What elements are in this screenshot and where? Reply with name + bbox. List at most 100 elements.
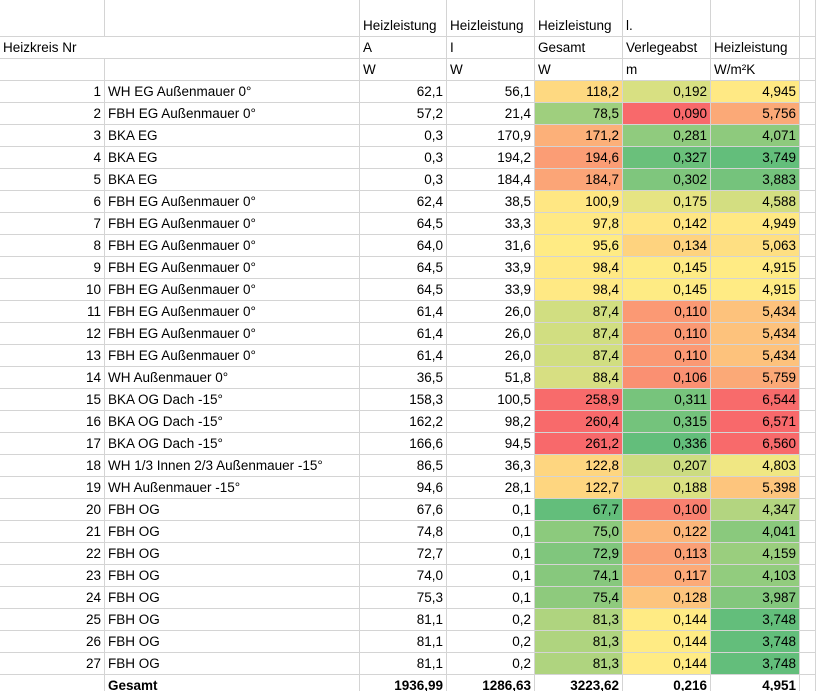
value-cell: 0,145 [623, 257, 711, 279]
value-cell: 0,110 [623, 345, 711, 367]
value-cell: 26,0 [447, 301, 535, 323]
circuit-name: FBH OG [105, 609, 360, 631]
header-cell [105, 0, 360, 37]
value-cell: 0,142 [623, 213, 711, 235]
value-cell: 74,0 [360, 565, 447, 587]
circuit-name: WH Außenmauer -15° [105, 477, 360, 499]
value-cell: 0,1 [447, 565, 535, 587]
value-cell: 64,5 [360, 213, 447, 235]
value-cell: 94,6 [360, 477, 447, 499]
value-cell: 0,110 [623, 301, 711, 323]
value-cell: 64,5 [360, 279, 447, 301]
empty-cell [800, 587, 816, 609]
value-cell: 36,3 [447, 455, 535, 477]
row-number: 27 [0, 653, 105, 675]
value-cell: 87,4 [535, 345, 623, 367]
value-cell: 162,2 [360, 411, 447, 433]
row-number: 25 [0, 609, 105, 631]
value-cell: 6,560 [711, 433, 800, 455]
header-cell: W/m²K [711, 59, 800, 81]
value-cell: 26,0 [447, 323, 535, 345]
value-cell: 5,063 [711, 235, 800, 257]
empty-cell [800, 653, 816, 675]
row-number: 18 [0, 455, 105, 477]
row-number: 21 [0, 521, 105, 543]
value-cell: 5,434 [711, 301, 800, 323]
value-cell: 0,3 [360, 147, 447, 169]
circuit-name: FBH EG Außenmauer 0° [105, 235, 360, 257]
header-cell [800, 0, 816, 37]
value-cell: 33,9 [447, 279, 535, 301]
value-cell: 62,1 [360, 81, 447, 103]
header-cell: Heizleistung [711, 37, 800, 59]
circuit-name: FBH EG Außenmauer 0° [105, 257, 360, 279]
empty-cell [800, 631, 816, 653]
value-cell: 98,4 [535, 257, 623, 279]
empty-cell [800, 213, 816, 235]
value-cell: 170,9 [447, 125, 535, 147]
empty-cell [800, 367, 816, 389]
header-cell: Gesamt [535, 37, 623, 59]
value-cell: 4,103 [711, 565, 800, 587]
value-cell: 3,748 [711, 609, 800, 631]
header-cell: l. [623, 0, 711, 37]
value-cell: 61,4 [360, 345, 447, 367]
row-number: 3 [0, 125, 105, 147]
value-cell: 0,113 [623, 543, 711, 565]
value-cell: 4,949 [711, 213, 800, 235]
total-value: 3223,62 [535, 675, 623, 691]
circuit-name: FBH OG [105, 565, 360, 587]
empty-cell [0, 675, 105, 691]
total-value: 1286,63 [447, 675, 535, 691]
circuit-name: FBH EG Außenmauer 0° [105, 301, 360, 323]
circuit-name: BKA OG Dach -15° [105, 433, 360, 455]
circuit-name: WH EG Außenmauer 0° [105, 81, 360, 103]
header-cell: Heizkreis Nr [0, 37, 105, 59]
value-cell: 75,0 [535, 521, 623, 543]
total-value: 1936,99 [360, 675, 447, 691]
value-cell: 67,7 [535, 499, 623, 521]
value-cell: 5,398 [711, 477, 800, 499]
circuit-name: FBH EG Außenmauer 0° [105, 323, 360, 345]
value-cell: 0,311 [623, 389, 711, 411]
header-cell: A [360, 37, 447, 59]
row-number: 1 [0, 81, 105, 103]
header-cell: W [360, 59, 447, 81]
row-number: 8 [0, 235, 105, 257]
header-cell [105, 59, 360, 81]
header-cell [105, 37, 360, 59]
value-cell: 0,315 [623, 411, 711, 433]
row-number: 4 [0, 147, 105, 169]
value-cell: 3,987 [711, 587, 800, 609]
value-cell: 0,2 [447, 653, 535, 675]
circuit-name: FBH OG [105, 521, 360, 543]
value-cell: 5,434 [711, 345, 800, 367]
total-label: Gesamt [105, 675, 360, 691]
circuit-name: FBH EG Außenmauer 0° [105, 191, 360, 213]
circuit-name: FBH EG Außenmauer 0° [105, 213, 360, 235]
value-cell: 75,4 [535, 587, 623, 609]
header-cell: Verlegeabst [623, 37, 711, 59]
row-number: 2 [0, 103, 105, 125]
row-number: 20 [0, 499, 105, 521]
value-cell: 0,281 [623, 125, 711, 147]
value-cell: 3,749 [711, 147, 800, 169]
row-number: 24 [0, 587, 105, 609]
empty-cell [800, 543, 816, 565]
value-cell: 0,144 [623, 631, 711, 653]
value-cell: 184,7 [535, 169, 623, 191]
circuit-name: FBH OG [105, 631, 360, 653]
value-cell: 118,2 [535, 81, 623, 103]
value-cell: 194,6 [535, 147, 623, 169]
value-cell: 6,544 [711, 389, 800, 411]
value-cell: 81,3 [535, 631, 623, 653]
value-cell: 4,347 [711, 499, 800, 521]
value-cell: 0,2 [447, 609, 535, 631]
value-cell: 0,128 [623, 587, 711, 609]
header-cell: Heizleistung [447, 0, 535, 37]
value-cell: 184,4 [447, 169, 535, 191]
row-number: 23 [0, 565, 105, 587]
value-cell: 0,1 [447, 499, 535, 521]
value-cell: 261,2 [535, 433, 623, 455]
